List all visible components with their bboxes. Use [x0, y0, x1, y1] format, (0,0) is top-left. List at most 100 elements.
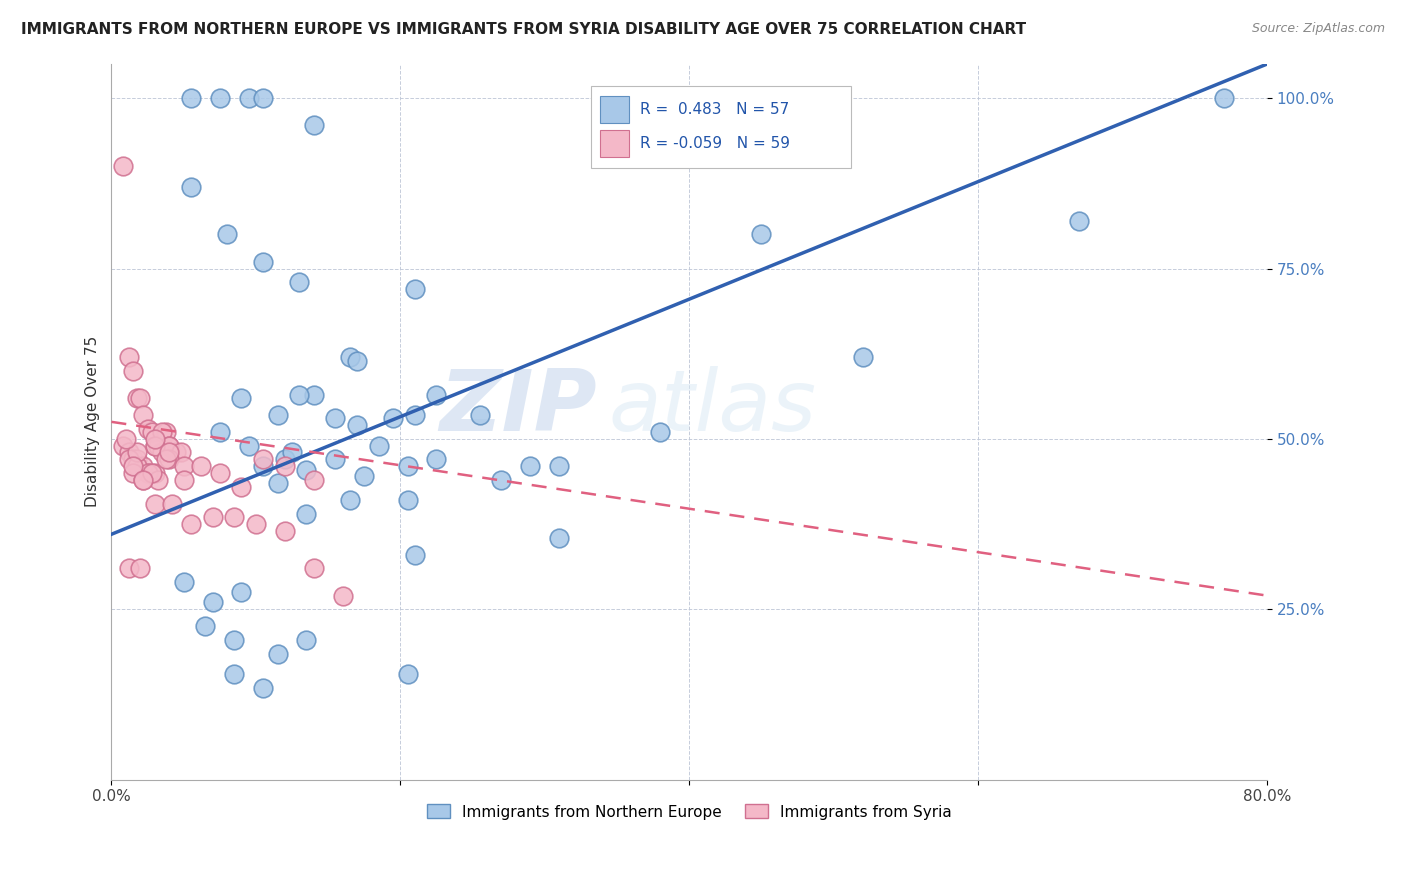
Point	[404, 548, 426, 562]
Point	[157, 452, 180, 467]
Point	[115, 432, 138, 446]
Point	[165, 445, 187, 459]
Point	[208, 466, 231, 480]
Point	[157, 445, 180, 459]
Point	[332, 589, 354, 603]
Point	[127, 445, 149, 459]
Point	[132, 459, 155, 474]
Point	[851, 350, 873, 364]
Point	[224, 632, 246, 647]
Point	[157, 439, 180, 453]
Point	[122, 452, 145, 467]
Legend: Immigrants from Northern Europe, Immigrants from Syria: Immigrants from Northern Europe, Immigra…	[420, 798, 957, 826]
Point	[238, 439, 260, 453]
Point	[190, 459, 212, 474]
Point	[208, 91, 231, 105]
Point	[245, 517, 267, 532]
Point	[146, 439, 169, 453]
Point	[231, 585, 253, 599]
Point	[396, 667, 419, 681]
Point	[238, 91, 260, 105]
Point	[302, 473, 325, 487]
Point	[150, 425, 173, 439]
Point	[173, 574, 195, 589]
Point	[173, 459, 195, 474]
Point	[127, 459, 149, 474]
Point	[339, 350, 361, 364]
Point	[274, 524, 297, 538]
Point	[150, 445, 173, 459]
Y-axis label: Disability Age Over 75: Disability Age Over 75	[86, 336, 100, 508]
Point	[323, 411, 346, 425]
Point	[129, 391, 152, 405]
Point	[382, 411, 405, 425]
Point	[143, 439, 166, 453]
Point	[143, 432, 166, 446]
Point	[143, 497, 166, 511]
Point	[136, 466, 159, 480]
Point	[302, 119, 325, 133]
Point	[266, 647, 288, 661]
Point	[180, 179, 202, 194]
Point	[132, 473, 155, 487]
Bar	[600, 96, 628, 123]
Point	[353, 469, 375, 483]
Point	[266, 408, 288, 422]
Point	[274, 459, 297, 474]
Point	[367, 439, 389, 453]
Point	[274, 452, 297, 467]
Point	[122, 466, 145, 480]
Point	[491, 473, 513, 487]
Point	[266, 476, 288, 491]
Text: R = -0.059   N = 59: R = -0.059 N = 59	[640, 136, 790, 151]
Point	[155, 425, 177, 439]
Point	[224, 667, 246, 681]
Point	[111, 159, 134, 173]
Point	[127, 452, 149, 467]
Point	[404, 282, 426, 296]
Point	[129, 561, 152, 575]
Point	[1212, 91, 1234, 105]
Point	[295, 507, 318, 521]
Point	[252, 452, 274, 467]
Point	[346, 353, 368, 368]
Point	[122, 459, 145, 474]
Point	[180, 517, 202, 532]
Bar	[600, 130, 628, 157]
Point	[118, 561, 141, 575]
Point	[302, 561, 325, 575]
Point	[548, 459, 571, 474]
Point	[215, 227, 238, 242]
Point	[143, 439, 166, 453]
Text: ZIP: ZIP	[439, 366, 596, 449]
Text: R =  0.483   N = 57: R = 0.483 N = 57	[640, 103, 789, 118]
Point	[288, 275, 311, 289]
Point	[396, 493, 419, 508]
Point	[118, 452, 141, 467]
Point	[143, 466, 166, 480]
Point	[118, 445, 141, 459]
Point	[468, 408, 491, 422]
Point	[146, 473, 169, 487]
Point	[160, 497, 183, 511]
Point	[201, 595, 224, 609]
Point	[155, 452, 177, 467]
Text: atlas: atlas	[609, 366, 817, 449]
Point	[170, 445, 193, 459]
Point	[136, 422, 159, 436]
Point	[281, 445, 304, 459]
Point	[346, 418, 368, 433]
Point	[339, 493, 361, 508]
FancyBboxPatch shape	[591, 86, 851, 168]
Point	[122, 364, 145, 378]
Point	[132, 408, 155, 422]
Point	[201, 510, 224, 524]
Point	[157, 439, 180, 453]
Point	[180, 91, 202, 105]
Point	[141, 425, 163, 439]
Point	[127, 391, 149, 405]
Point	[231, 391, 253, 405]
Point	[323, 452, 346, 467]
Point	[288, 387, 311, 401]
Point	[194, 619, 217, 633]
